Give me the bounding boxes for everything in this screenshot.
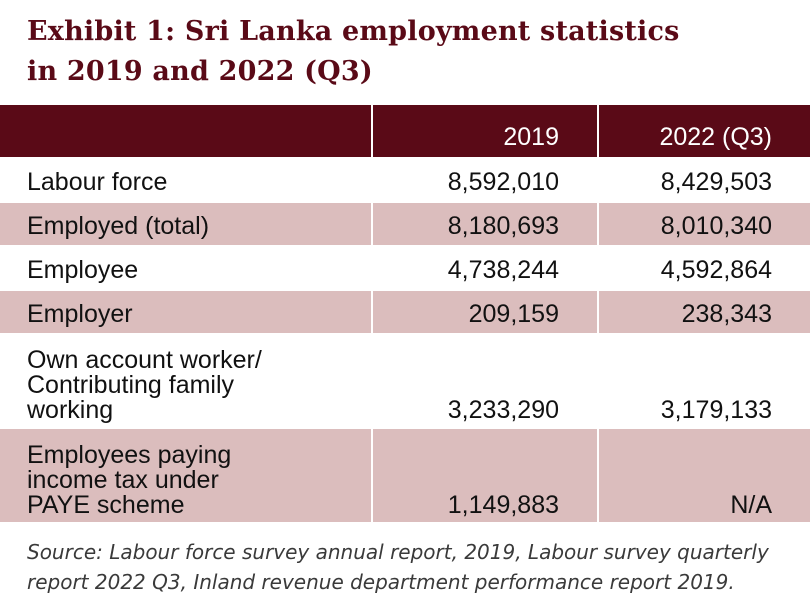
row-label: Own account worker/ Contributing family … bbox=[0, 333, 372, 428]
row-label-line: income tax under bbox=[27, 466, 219, 494]
row-label: Employees paying income tax under PAYE s… bbox=[0, 427, 372, 522]
table-header-row: 2019 2022 (Q3) bbox=[0, 105, 810, 158]
table-row: Employees paying income tax under PAYE s… bbox=[0, 427, 810, 522]
value-2019: 8,180,693 bbox=[371, 201, 598, 246]
employment-stats-table: 2019 2022 (Q3) Labour force 8,592,010 8,… bbox=[0, 105, 810, 522]
table-row: Own account worker/ Contributing family … bbox=[0, 333, 810, 428]
value-2019: 4,738,244 bbox=[371, 245, 598, 290]
source-line-1: Source: Labour force survey annual repor… bbox=[27, 540, 769, 564]
value-2019: 3,233,290 bbox=[371, 333, 598, 428]
value-2022-q3: N/A bbox=[597, 427, 810, 522]
value-2022-q3: 8,429,503 bbox=[597, 157, 810, 202]
source-note: Source: Labour force survey annual repor… bbox=[27, 537, 797, 597]
table-row: Employee 4,738,244 4,592,864 bbox=[0, 245, 810, 290]
table-row: Employed (total) 8,180,693 8,010,340 bbox=[0, 201, 810, 246]
value-2019: 209,159 bbox=[371, 289, 598, 334]
value-2019: 8,592,010 bbox=[371, 157, 598, 202]
row-label: Labour force bbox=[0, 157, 372, 202]
exhibit-title: Exhibit 1: Sri Lanka employment statisti… bbox=[27, 12, 797, 92]
value-2019: 1,149,883 bbox=[371, 427, 598, 522]
row-label: Employer bbox=[0, 289, 372, 334]
row-label: Employed (total) bbox=[0, 201, 372, 246]
header-cell-label bbox=[0, 105, 372, 158]
header-cell-2022-q3: 2022 (Q3) bbox=[597, 105, 810, 158]
value-2022-q3: 3,179,133 bbox=[597, 333, 810, 428]
value-2022-q3: 238,343 bbox=[597, 289, 810, 334]
header-cell-2019: 2019 bbox=[371, 105, 598, 158]
table-row: Employer 209,159 238,343 bbox=[0, 289, 810, 334]
row-label-line: Employees paying bbox=[27, 441, 232, 469]
row-label-line: PAYE scheme bbox=[27, 491, 185, 519]
row-label-line: Contributing family bbox=[27, 371, 235, 399]
title-line-2: in 2019 and 2022 (Q3) bbox=[27, 56, 373, 87]
title-line-1: Exhibit 1: Sri Lanka employment statisti… bbox=[27, 16, 680, 47]
table-row: Labour force 8,592,010 8,429,503 bbox=[0, 157, 810, 202]
source-line-2: report 2022 Q3, Inland revenue departmen… bbox=[27, 570, 735, 594]
value-2022-q3: 4,592,864 bbox=[597, 245, 810, 290]
row-label: Employee bbox=[0, 245, 372, 290]
row-label-line: Own account worker/ bbox=[27, 346, 262, 374]
row-label-line: working bbox=[27, 396, 114, 424]
value-2022-q3: 8,010,340 bbox=[597, 201, 810, 246]
